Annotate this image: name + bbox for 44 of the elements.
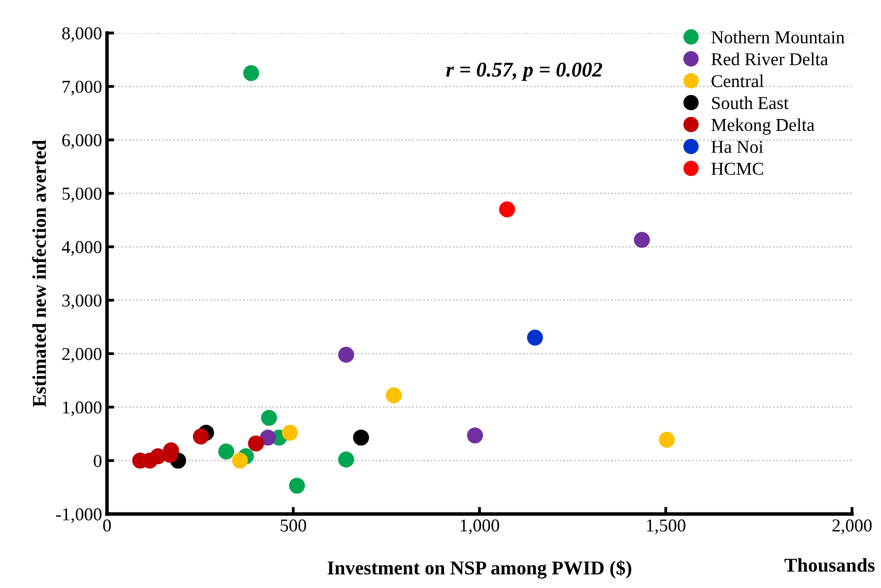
point: [338, 346, 354, 363]
point: [658, 432, 675, 448]
point: [218, 443, 234, 460]
point: [634, 232, 650, 248]
point: [261, 410, 278, 426]
point: [282, 424, 298, 441]
point: [243, 65, 260, 82]
x-tick-label: 0: [103, 519, 111, 532]
point: [386, 387, 402, 404]
legend-label: South East: [712, 96, 789, 110]
y-tick-label: -1,000: [56, 508, 102, 524]
point: [353, 430, 370, 446]
legend-label: Nothern Mountain: [711, 30, 845, 44]
x-axis-title: Investment on NSP among PWID ($): [328, 560, 632, 579]
x-tick-label: 1,000: [460, 519, 500, 534]
point: [248, 435, 264, 452]
y-tick-label: 4,000: [62, 241, 102, 256]
point: [192, 428, 209, 444]
legend-label: HCMC: [711, 162, 764, 175]
legend-label: Mekong Delta: [711, 118, 814, 135]
point: [260, 430, 276, 446]
text: Thousands: [784, 558, 875, 572]
y-tick-label: 2,000: [62, 348, 102, 363]
y-tick-label: 6,000: [62, 134, 102, 149]
y-tick-label: 1,000: [63, 401, 102, 416]
annotation: r = 0.57, p = 0.002: [446, 62, 602, 81]
y-axis-title: Estimated new infection averted: [32, 140, 46, 407]
legend-label: Red River Delta: [711, 52, 828, 66]
point: [232, 452, 248, 469]
x-tick-label: 2,000: [832, 519, 872, 534]
x-tick-label: 500: [280, 519, 306, 532]
y-tick-label: 0: [94, 454, 102, 467]
legend-label: Ha Noi: [711, 140, 764, 153]
y-tick-label: 8,000: [62, 27, 102, 42]
y-tick-label: 7,000: [62, 80, 102, 96]
point: [288, 478, 305, 494]
y-tick-label: 5,000: [62, 188, 102, 202]
legend-label: Central: [712, 74, 764, 88]
x-tick-label: 1,500: [647, 519, 686, 534]
point: [467, 427, 484, 444]
point: [499, 201, 516, 218]
point: [527, 330, 543, 346]
y-tick-label: 3,000: [62, 294, 102, 310]
point: [338, 452, 354, 468]
